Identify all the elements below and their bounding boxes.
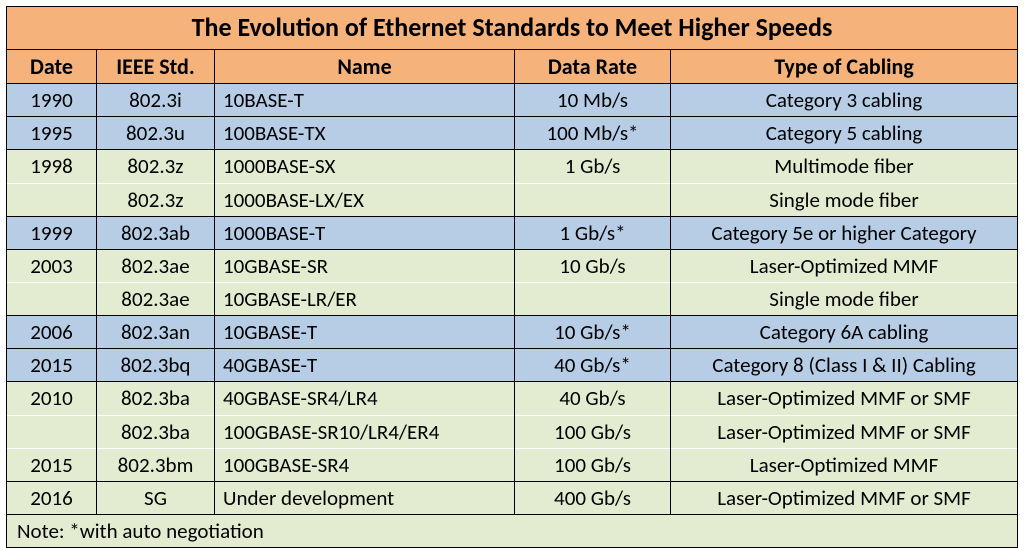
cell-cab: Laser-Optimized MMF or SMF <box>671 382 1018 415</box>
cell-cab: Category 8 (Class I & II) Cabling <box>671 349 1018 382</box>
cell-cab: Laser-Optimized MMF or SMF <box>671 481 1018 514</box>
cell-name: 1000BASE-LX/EX <box>215 183 515 216</box>
cell-rate <box>515 283 671 316</box>
cell-cab: Category 5 cabling <box>671 117 1018 150</box>
cell-cab: Single mode fiber <box>671 183 1018 216</box>
cell-date: 1999 <box>7 216 97 249</box>
cell-name: 100GBASE-SR10/LR4/ER4 <box>215 415 515 448</box>
cell-name: 10GBASE-LR/ER <box>215 283 515 316</box>
cell-cab: Category 5e or higher Category <box>671 216 1018 249</box>
cell-date: 1998 <box>7 150 97 183</box>
cell-name: 1000BASE-T <box>215 216 515 249</box>
cell-cab: Laser-Optimized MMF <box>671 249 1018 282</box>
table-row: 2003802.3ae10GBASE-SR10 Gb/sLaser-Optimi… <box>7 249 1018 282</box>
cell-rate: 10 Mb/s <box>515 84 671 117</box>
table-row: 1999802.3ab1000BASE-T1 Gb/s*Category 5e … <box>7 216 1018 249</box>
col-header-cabling: Type of Cabling <box>671 49 1018 83</box>
cell-std: SG <box>97 481 215 514</box>
col-header-date: Date <box>7 49 97 83</box>
cell-date: 2003 <box>7 249 97 282</box>
cell-date: 1990 <box>7 84 97 117</box>
table-row: 802.3z1000BASE-LX/EX Single mode fiber <box>7 183 1018 216</box>
cell-rate: 40 Gb/s <box>515 382 671 415</box>
table-row: 2015802.3bq40GBASE-T40 Gb/s*Category 8 (… <box>7 349 1018 382</box>
cell-cab: Laser-Optimized MMF <box>671 448 1018 481</box>
cell-rate: 400 Gb/s <box>515 481 671 514</box>
cell-std: 802.3bq <box>97 349 215 382</box>
cell-name: 100GBASE-SR4 <box>215 448 515 481</box>
cell-std: 802.3bm <box>97 448 215 481</box>
cell-name: 10GBASE-T <box>215 316 515 349</box>
cell-rate: 100 Gb/s <box>515 448 671 481</box>
cell-cab: Single mode fiber <box>671 283 1018 316</box>
cell-name: 1000BASE-SX <box>215 150 515 183</box>
table-header-row: Date IEEE Std. Name Data Rate Type of Ca… <box>7 49 1018 83</box>
table-row: 1998802.3z1000BASE-SX1 Gb/sMultimode fib… <box>7 150 1018 183</box>
table-row: 1990802.3i10BASE-T10 Mb/sCategory 3 cabl… <box>7 84 1018 117</box>
cell-name: 100BASE-TX <box>215 117 515 150</box>
cell-name: 40GBASE-T <box>215 349 515 382</box>
ethernet-standards-table: The Evolution of Ethernet Standards to M… <box>6 6 1018 548</box>
cell-std: 802.3ba <box>97 382 215 415</box>
table-row: 802.3ba100GBASE-SR10/LR4/ER4100 Gb/sLase… <box>7 415 1018 448</box>
cell-name: 10BASE-T <box>215 84 515 117</box>
cell-date: 1995 <box>7 117 97 150</box>
col-header-std: IEEE Std. <box>97 49 215 83</box>
table-row: 2016SGUnder development400 Gb/sLaser-Opt… <box>7 481 1018 514</box>
table-row: 802.3ae10GBASE-LR/ER Single mode fiber <box>7 283 1018 316</box>
cell-std: 802.3ae <box>97 249 215 282</box>
table-row: 2015802.3bm100GBASE-SR4100 Gb/sLaser-Opt… <box>7 448 1018 481</box>
cell-std: 802.3u <box>97 117 215 150</box>
table-row: 1995802.3u100BASE-TX100 Mb/s*Category 5 … <box>7 117 1018 150</box>
cell-date: 2010 <box>7 382 97 415</box>
cell-std: 802.3ba <box>97 415 215 448</box>
col-header-name: Name <box>215 49 515 83</box>
cell-rate: 10 Gb/s <box>515 249 671 282</box>
cell-date: 2015 <box>7 448 97 481</box>
table-title: The Evolution of Ethernet Standards to M… <box>7 7 1018 50</box>
cell-std: 802.3z <box>97 150 215 183</box>
cell-name: Under development <box>215 481 515 514</box>
cell-rate: 1 Gb/s <box>515 150 671 183</box>
cell-std: 802.3an <box>97 316 215 349</box>
cell-date <box>7 183 97 216</box>
col-header-rate: Data Rate <box>515 49 671 83</box>
cell-std: 802.3i <box>97 84 215 117</box>
cell-std: 802.3z <box>97 183 215 216</box>
cell-date <box>7 415 97 448</box>
cell-cab: Laser-Optimized MMF or SMF <box>671 415 1018 448</box>
table-row: 2010802.3ba40GBASE-SR4/LR440 Gb/sLaser-O… <box>7 382 1018 415</box>
cell-rate: 40 Gb/s* <box>515 349 671 382</box>
cell-rate: 1 Gb/s* <box>515 216 671 249</box>
cell-std: 802.3ab <box>97 216 215 249</box>
cell-rate: 100 Mb/s* <box>515 117 671 150</box>
cell-cab: Multimode fiber <box>671 150 1018 183</box>
cell-cab: Category 3 cabling <box>671 84 1018 117</box>
cell-cab: Category 6A cabling <box>671 316 1018 349</box>
cell-rate <box>515 183 671 216</box>
cell-date <box>7 283 97 316</box>
cell-name: 40GBASE-SR4/LR4 <box>215 382 515 415</box>
cell-rate: 10 Gb/s* <box>515 316 671 349</box>
cell-date: 2006 <box>7 316 97 349</box>
table-title-row: The Evolution of Ethernet Standards to M… <box>7 7 1018 50</box>
cell-name: 10GBASE-SR <box>215 249 515 282</box>
table-row: 2006802.3an10GBASE-T10 Gb/s*Category 6A … <box>7 316 1018 349</box>
cell-std: 802.3ae <box>97 283 215 316</box>
cell-date: 2015 <box>7 349 97 382</box>
table-note: Note: *with auto negotiation <box>7 515 1018 548</box>
cell-date: 2016 <box>7 481 97 514</box>
table-note-row: Note: *with auto negotiation <box>7 515 1018 548</box>
cell-rate: 100 Gb/s <box>515 415 671 448</box>
